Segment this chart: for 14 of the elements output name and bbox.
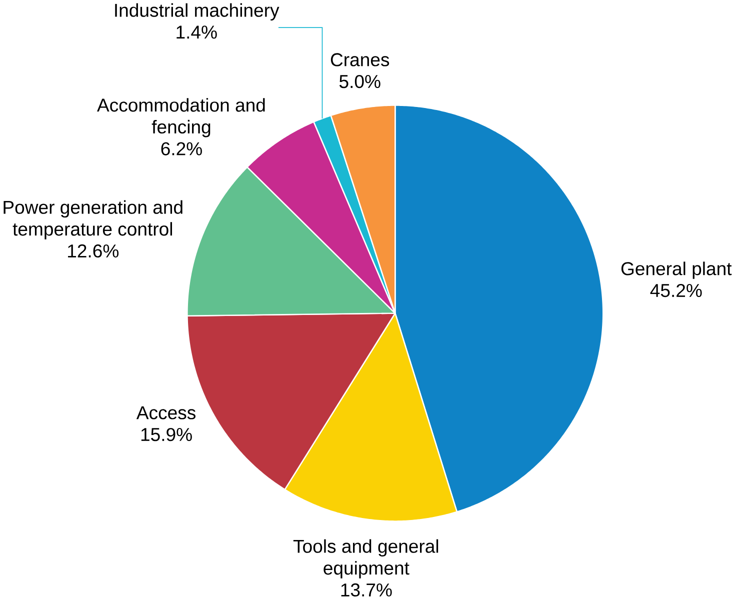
slice-label: Access [136, 406, 196, 420]
data-label: 6.2% [161, 142, 202, 156]
data-label: 5.0% [339, 75, 380, 88]
data-label: 45.2% [650, 284, 702, 298]
data-label: 1.4% [176, 26, 217, 39]
slice-label: General plant [621, 262, 732, 280]
slice-label: Tools and general equipment [293, 539, 438, 579]
data-label: 12.6% [68, 244, 119, 258]
slice-label: Cranes [330, 53, 390, 66]
slice-label: Power generation and temperature control [4, 200, 182, 240]
data-label: 13.7% [341, 584, 392, 597]
data-label: 15.9% [141, 428, 192, 442]
slice-label: Industrial machinery [115, 3, 280, 21]
slice-label: Accommodation and fencing [97, 98, 265, 138]
